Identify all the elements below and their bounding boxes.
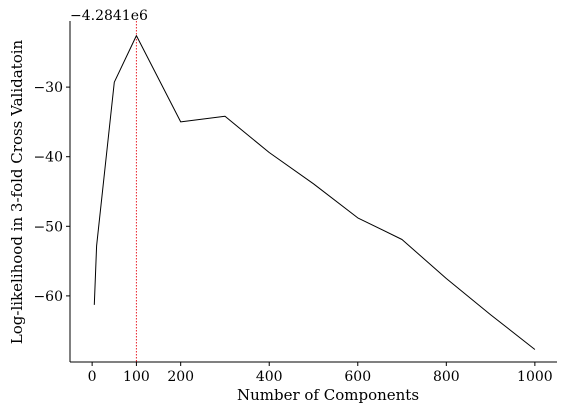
x-ticks: 0 100 200 400 600 800 1000 [88, 362, 553, 385]
x-tick-label: 200 [167, 369, 194, 385]
x-tick-label: 0 [88, 369, 97, 385]
y-tick-label: −30 [33, 80, 63, 96]
y-tick-label: −50 [33, 219, 63, 235]
x-axis-title: Number of Components [237, 386, 419, 404]
y-ticks: −30 −40 −50 −60 [33, 80, 70, 305]
y-axis-title: Log-likelihood in 3-fold Cross Validatoi… [8, 39, 26, 344]
series-group [93, 35, 536, 350]
y-offset-label: −4.2841e6 [70, 8, 148, 24]
x-tick-label: 400 [256, 369, 283, 385]
x-tick-label: 800 [433, 369, 460, 385]
y-tick-label: −60 [33, 289, 63, 305]
axes [69, 21, 557, 363]
series-line-0 [93, 35, 536, 350]
x-tick-label: 600 [344, 369, 371, 385]
x-tick-label: 100 [123, 369, 150, 385]
y-tick-label: −40 [33, 150, 63, 166]
x-tick-label: 1000 [517, 369, 553, 385]
